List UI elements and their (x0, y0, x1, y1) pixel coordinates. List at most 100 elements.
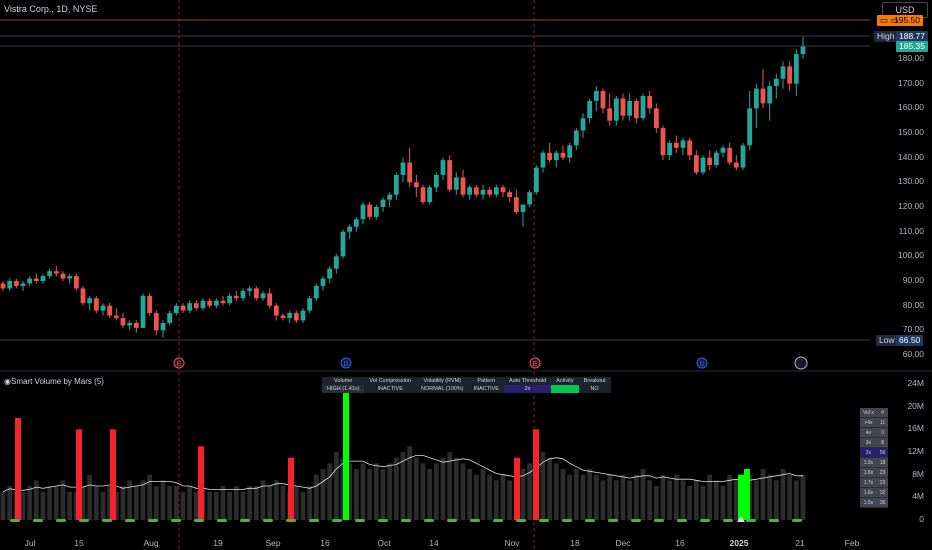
candle-body (520, 204, 526, 212)
volume-spike-bar (533, 429, 539, 520)
candle-body (667, 142, 673, 156)
volume-level-cell: 0 (876, 427, 889, 438)
candle-body (487, 189, 493, 195)
volume-bar (247, 486, 253, 520)
volume-table-header: Breakout (583, 378, 606, 384)
candle-body (147, 295, 153, 314)
candle-body (373, 207, 379, 217)
candle-body (493, 187, 499, 195)
eye-icon[interactable]: ◉ (4, 377, 11, 386)
price-axis-label: 180.00 (898, 53, 924, 63)
volume-bar (333, 452, 339, 520)
volume-bar (0, 491, 6, 520)
currency-selector[interactable]: USD (882, 2, 928, 18)
volume-bar (7, 486, 13, 520)
candle-body (87, 298, 93, 304)
time-axis-label: 2025 (729, 538, 749, 548)
volume-bar (253, 486, 259, 520)
volume-bar (273, 480, 279, 520)
candle-body (760, 88, 766, 104)
activity-marker (746, 519, 756, 522)
candle-body (253, 288, 259, 299)
candle-body (300, 310, 306, 321)
volume-bar (413, 457, 419, 520)
candle-body (527, 192, 533, 205)
volume-bar (180, 491, 186, 520)
activity-marker (148, 519, 158, 522)
activity-marker (171, 519, 181, 522)
candle-body (653, 108, 659, 129)
candle-body (780, 66, 786, 79)
volume-bar (580, 474, 586, 520)
candle-body (53, 271, 59, 274)
candle-body (593, 91, 599, 101)
candle-body (367, 204, 373, 217)
activity-marker (516, 519, 526, 522)
time-axis-label: Sep (265, 538, 281, 548)
volume-bar (193, 491, 199, 520)
volume-bar (113, 491, 119, 520)
price-axis-label: 90.00 (902, 275, 924, 285)
price-axis-label: 160.00 (898, 102, 924, 113)
price-axis-label: 120.00 (898, 201, 924, 211)
candle-body (333, 256, 339, 269)
candle-body (360, 204, 366, 220)
volume-bar (307, 486, 313, 520)
event-marker-e (173, 357, 185, 369)
volume-bar (780, 469, 786, 520)
activity-marker (401, 519, 411, 522)
event-marker-label: E (177, 361, 182, 368)
event-marker-label: D (699, 361, 704, 368)
activity-marker (79, 519, 89, 522)
price-axis-label: 150.00 (898, 127, 924, 137)
volume-table-header: Auto Threshold (508, 378, 547, 384)
candle-body (93, 298, 99, 311)
price-axis-label: 60.00 (902, 349, 924, 359)
volume-bar (507, 480, 513, 520)
volume-bar (213, 491, 219, 520)
volume-bar (447, 452, 453, 520)
volume-bar (93, 486, 99, 520)
candle-body (260, 293, 266, 299)
activity-marker (562, 519, 572, 522)
volume-bar (420, 463, 426, 520)
candle-body (107, 305, 113, 316)
volume-bar (400, 452, 406, 520)
volume-bar (20, 491, 26, 520)
volume-bar (767, 474, 773, 520)
activity-marker (332, 519, 342, 522)
volume-bar (553, 463, 559, 520)
volume-bar (793, 480, 799, 520)
candle-body (347, 226, 353, 232)
volume-bar (327, 463, 333, 520)
volume-bar (347, 463, 353, 520)
candle-body (187, 303, 193, 311)
volume-bar (240, 491, 246, 520)
volume-bar (380, 469, 386, 520)
candle-body (13, 281, 19, 286)
volume-level-cell: 1.9x (860, 457, 877, 468)
volume-table-cell: HIGH (551, 385, 579, 393)
volume-bar (667, 480, 673, 520)
candle-body (633, 100, 639, 119)
candle-body (447, 160, 453, 190)
candle-body (193, 303, 199, 309)
volume-bar (360, 463, 366, 520)
volume-bar (220, 486, 226, 520)
volume-bar (227, 491, 233, 520)
indicator-title[interactable]: ◉Smart Volume by Mars (5) (4, 377, 104, 386)
candle-body (713, 152, 719, 166)
candle-body (160, 322, 166, 331)
volume-bar (473, 474, 479, 520)
candle-body (213, 300, 219, 306)
volume-axis-label: 20M (907, 400, 924, 411)
volume-bar (120, 486, 126, 520)
volume-bar (353, 469, 359, 520)
volume-bar (80, 486, 86, 520)
volume-level-row: >4x 11 (860, 417, 889, 428)
candle-body (240, 290, 246, 299)
volume-bar (107, 486, 113, 520)
candle-body (560, 152, 566, 158)
volume-bar (427, 469, 433, 520)
